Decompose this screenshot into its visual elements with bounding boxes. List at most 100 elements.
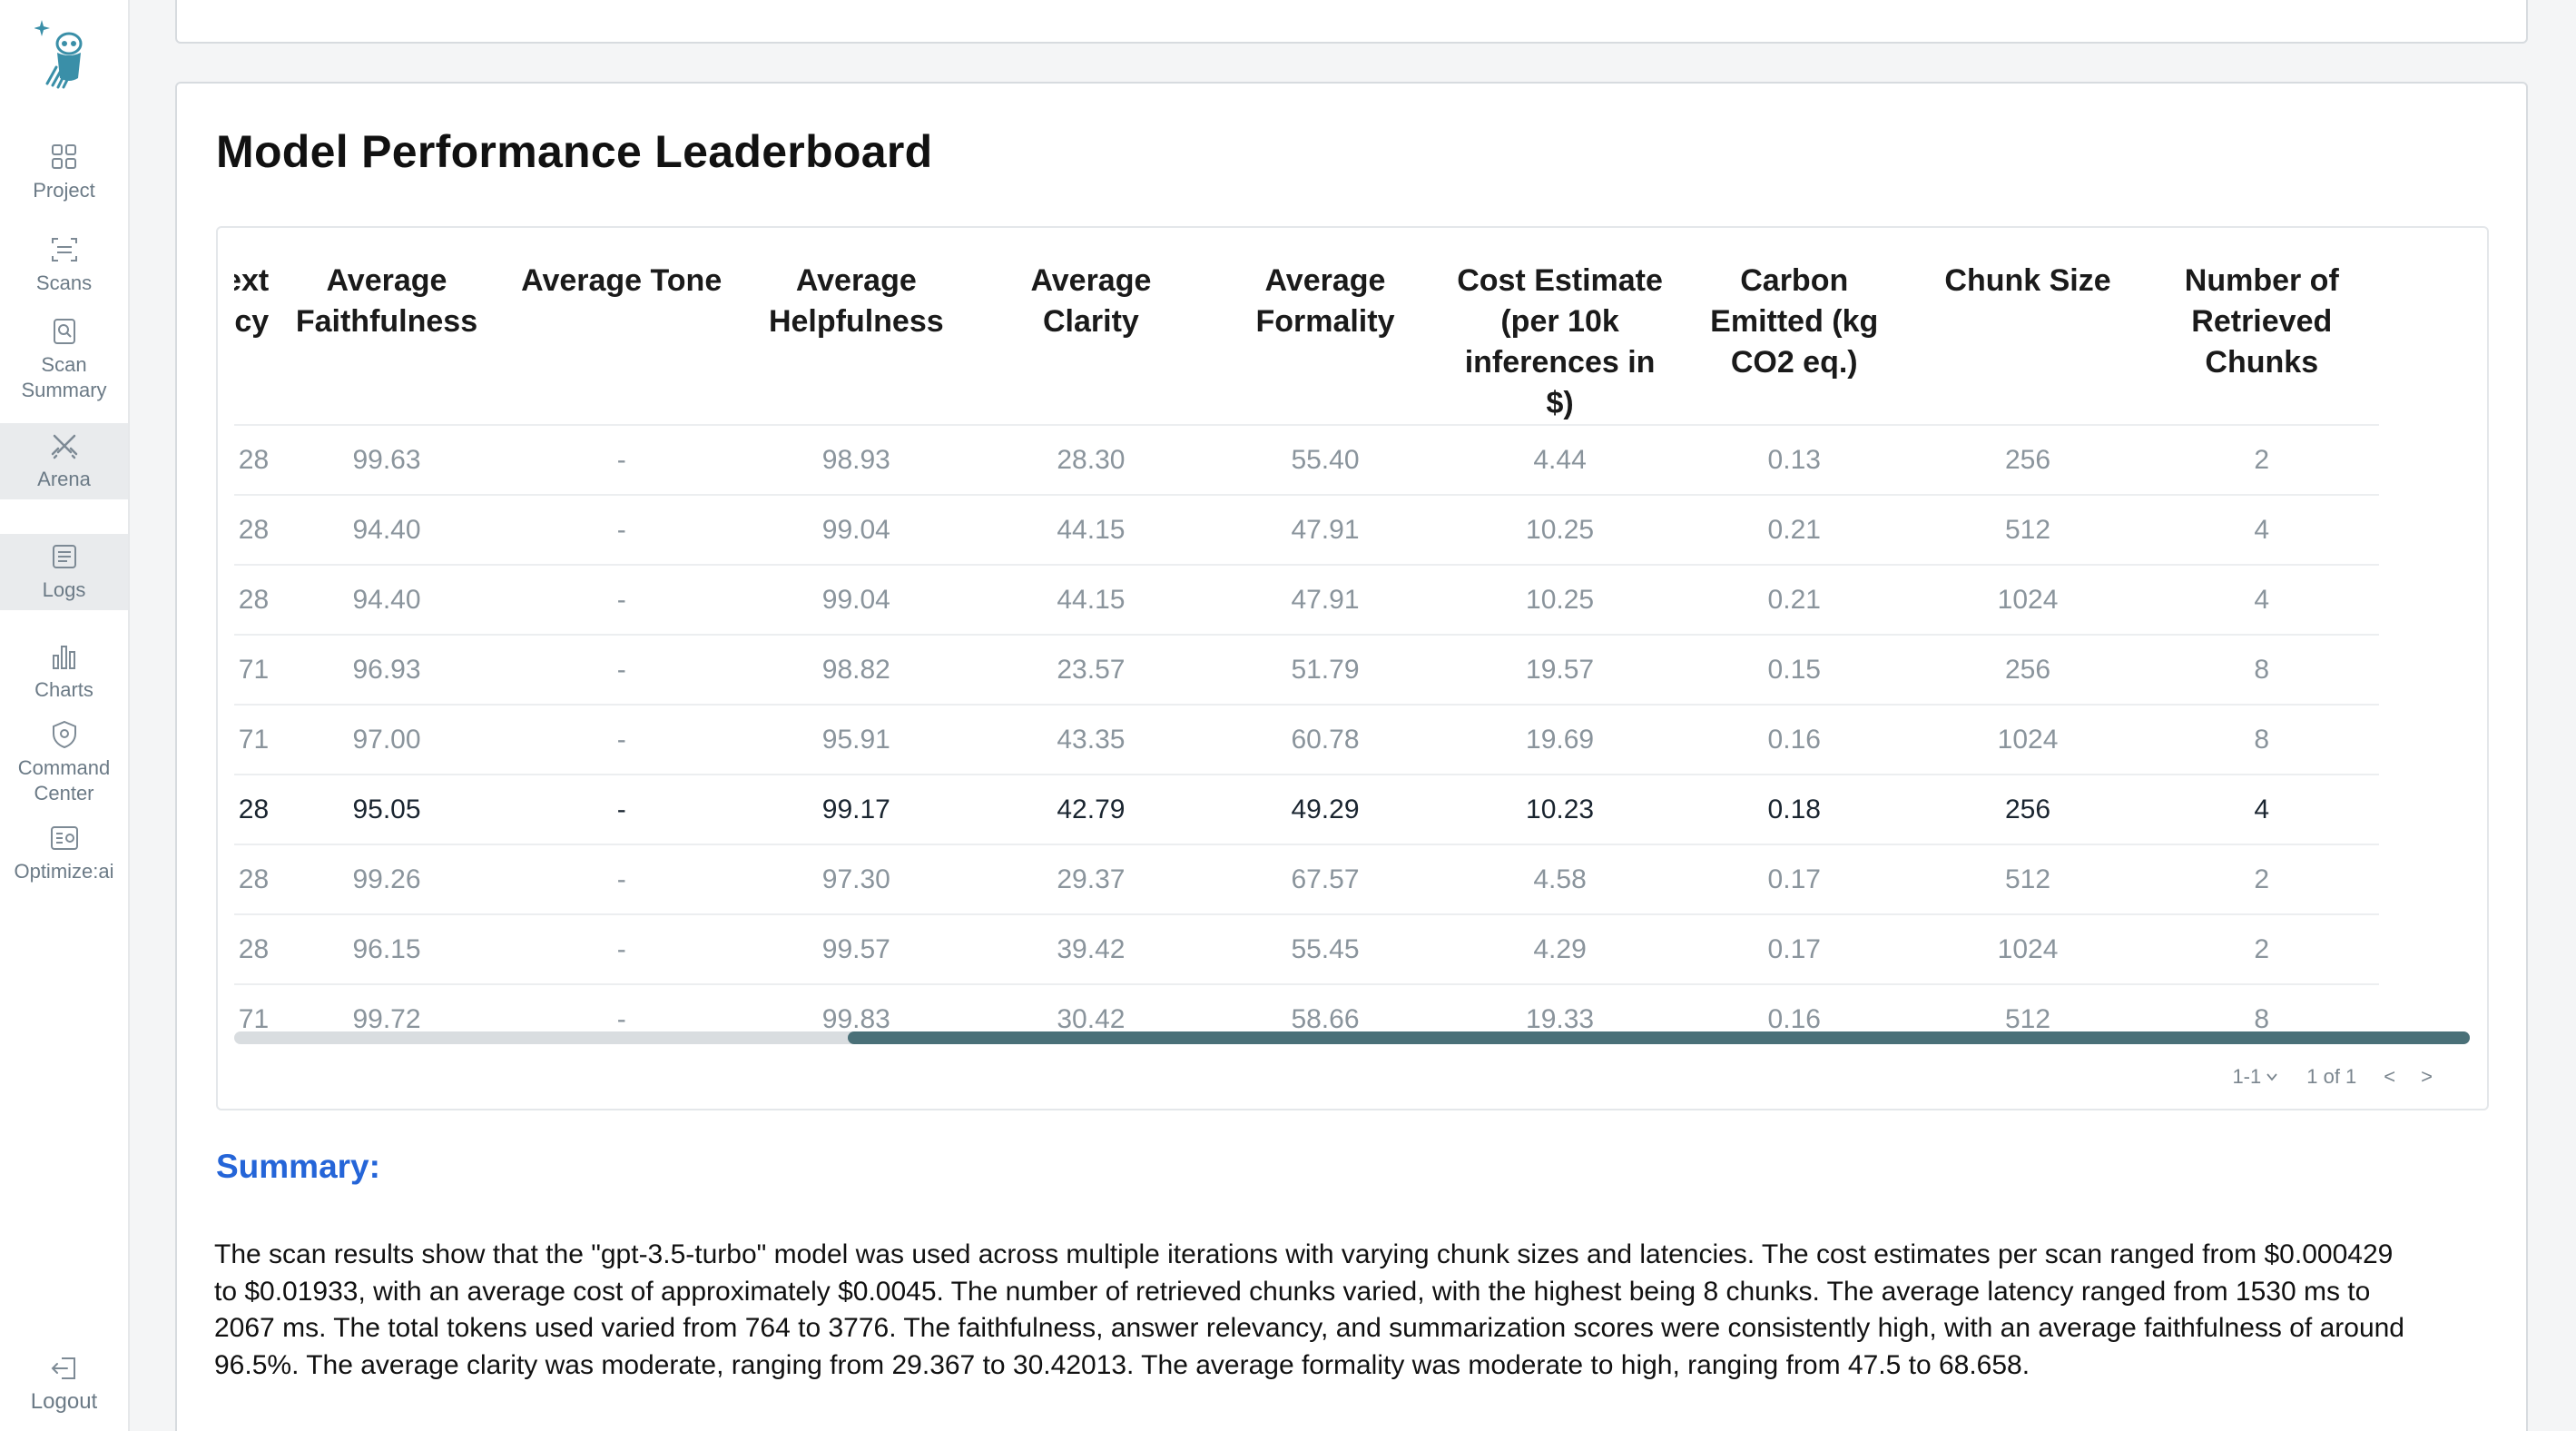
column-header[interactable]: Average Formality: [1207, 246, 1443, 426]
logout-label: Logout: [30, 1389, 98, 1414]
table-cell: 2: [2144, 844, 2379, 915]
table-cell: 0.15: [1676, 635, 1912, 706]
horizontal-scrollbar-thumb[interactable]: [848, 1031, 2470, 1044]
table-cell: 4.29: [1442, 914, 1677, 985]
table-cell: 67.57: [1207, 844, 1443, 915]
table-cell: 10.23: [1442, 775, 1677, 845]
table-cell: 256: [1911, 425, 2145, 496]
table-cell: 29.37: [974, 844, 1208, 915]
table-cell: 49.29: [1207, 775, 1443, 845]
app-logo[interactable]: [34, 16, 93, 93]
table-cell: 2: [2144, 425, 2379, 496]
table-row[interactable]: 28 94.40-99.04 44.15 47.91 10.25 0.21 1024 4: [234, 565, 2379, 636]
table-cell: 47.91: [1207, 565, 1443, 636]
column-header[interactable]: Number of Retrieved Chunks: [2144, 246, 2379, 426]
table-row[interactable]: 28 95.05-99.17 42.79 49.29 10.23 0.18 256 4: [234, 775, 2379, 845]
table-cell: -: [504, 495, 739, 566]
table-cell: 0.16: [1676, 705, 1912, 775]
summary-title: Summary:: [216, 1148, 380, 1185]
sidebar-item-label: Charts: [34, 678, 93, 701]
page-info: 1 of 1: [2306, 1065, 2357, 1088]
column-header[interactable]: Cost Estimate (per 10k inferences in $): [1442, 246, 1677, 426]
next-page-button[interactable]: >: [2421, 1065, 2433, 1088]
table-cell: 0.17: [1676, 844, 1912, 915]
sidebar-item-label: Scan Summary: [21, 353, 107, 401]
table-cell: 60.78: [1207, 705, 1443, 775]
table-cell: 28: [234, 495, 270, 566]
column-header[interactable]: ext ıncy: [234, 246, 270, 426]
table-cell: 71: [234, 635, 270, 706]
sidebar-item-scan-summary[interactable]: Scan Summary: [0, 316, 128, 403]
table-cell: 0.13: [1676, 425, 1912, 496]
table-cell: 0.21: [1676, 495, 1912, 566]
sidebar-item-label: Scans: [35, 271, 93, 294]
table-cell: 10.25: [1442, 565, 1677, 636]
table-cell: 95.05: [269, 775, 505, 845]
table-cell: 39.42: [974, 914, 1208, 985]
table-cell: 28: [234, 775, 270, 845]
table-row[interactable]: 28 96.15-99.57 39.42 55.45 4.29 0.17 1024 2: [234, 914, 2379, 985]
column-header[interactable]: Chunk Size: [1911, 246, 2145, 426]
table-cell: 1024: [1911, 914, 2145, 985]
table-cell: 99.04: [738, 495, 975, 566]
logout-icon: [51, 1357, 75, 1379]
table-cell: 99.26: [269, 844, 505, 915]
table-row[interactable]: 71 97.00-95.91 43.35 60.78 19.69 0.16 1024 8: [234, 705, 2379, 775]
scan-icon: [51, 238, 77, 262]
column-header[interactable]: Average Helpfulness: [738, 246, 975, 426]
sidebar-item-command-center[interactable]: Command Center: [0, 719, 128, 806]
sidebar-item-arena[interactable]: Arena: [0, 423, 128, 499]
table-cell: 28: [234, 565, 270, 636]
main-content: Model Performance Leaderboard: [128, 0, 2576, 1431]
scan-summary-icon: [53, 319, 75, 344]
column-header[interactable]: Average Tone: [504, 246, 739, 426]
table-row[interactable]: 71 96.93-98.82 23.57 51.79 19.57 0.15 256 8: [234, 635, 2379, 706]
summary-line: to $0.01933, with an average cost of app…: [214, 1276, 2371, 1307]
sidebar-item-label: Project: [33, 179, 95, 202]
column-header[interactable]: Carbon Emitted (kg CO2 eq.): [1676, 246, 1912, 426]
table-row[interactable]: 28 99.63-98.93 28.30 55.40 4.44 0.13 256 2: [234, 425, 2379, 496]
table-cell: 99.04: [738, 565, 975, 636]
table-cell: -: [504, 705, 739, 775]
horizontal-scrollbar[interactable]: [234, 1031, 2470, 1044]
sidebar-item-logs[interactable]: Logs: [0, 534, 128, 610]
page-title: Model Performance Leaderboard: [216, 126, 933, 177]
table-row[interactable]: 28 94.40-99.04 44.15 47.91 10.25 0.21 512 4: [234, 495, 2379, 566]
table-cell: 97.30: [738, 844, 975, 915]
table-cell: 4.44: [1442, 425, 1677, 496]
table-cell: -: [504, 844, 739, 915]
table-cell: 0.17: [1676, 914, 1912, 985]
table-cell: 98.93: [738, 425, 975, 496]
table-cell: 99.63: [269, 425, 505, 496]
table-cell: -: [504, 565, 739, 636]
table-cell: 4: [2144, 495, 2379, 566]
table-cell: 44.15: [974, 495, 1208, 566]
summary-line: The scan results show that the "gpt-3.5-…: [214, 1239, 2394, 1269]
sidebar-item-charts[interactable]: Charts: [0, 641, 128, 703]
summary-text: The scan results show that the "gpt-3.5-…: [214, 1237, 2502, 1384]
optimize-icon: [50, 826, 78, 850]
chevron-down-icon: [2266, 1073, 2277, 1081]
prev-page-button[interactable]: <: [2384, 1065, 2396, 1088]
column-header[interactable]: Average Clarity: [974, 246, 1208, 426]
sidebar-item-label: Command Center: [17, 756, 111, 804]
table-cell: 0.18: [1676, 775, 1912, 845]
table-cell: 19.57: [1442, 635, 1677, 706]
shield-icon: [52, 720, 76, 749]
table-cell: 8: [2144, 635, 2379, 706]
table-cell: 19.69: [1442, 705, 1677, 775]
table-row[interactable]: 28 99.26-97.30 29.37 67.57 4.58 0.17 512 2: [234, 844, 2379, 915]
logout-button[interactable]: Logout: [0, 1353, 128, 1415]
column-header[interactable]: Average Faithfulness: [269, 246, 505, 426]
leaderboard-card: Model Performance Leaderboard: [175, 82, 2528, 1431]
sidebar-item-scans[interactable]: Scans: [0, 234, 128, 296]
sidebar-item-optimize[interactable]: Optimize:ai: [0, 823, 128, 884]
sidebar-item-project[interactable]: Project: [0, 142, 128, 203]
rows-per-page-select[interactable]: 1-1: [2232, 1065, 2279, 1089]
table-cell: 44.15: [974, 565, 1208, 636]
sidebar-item-label: Logs: [42, 578, 86, 601]
